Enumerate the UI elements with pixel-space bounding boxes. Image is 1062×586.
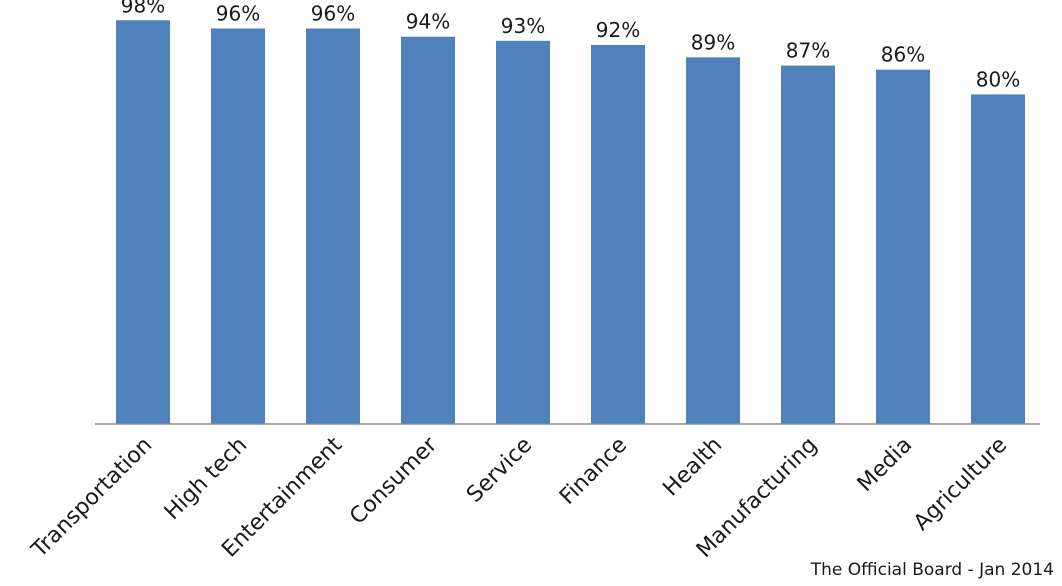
tick-label-consumer: Consumer [345, 432, 443, 530]
bar-health [686, 57, 740, 424]
value-label-high-tech: 96% [216, 1, 260, 25]
value-label-manufacturing: 87% [786, 39, 830, 63]
bar-entertainment [306, 28, 360, 424]
value-label-media: 86% [881, 43, 925, 67]
bars [116, 20, 1025, 425]
bar-consumer [401, 36, 455, 424]
bar-high-tech [211, 28, 265, 424]
tick-label-agriculture: Agriculture [909, 433, 1012, 536]
value-label-health: 89% [691, 30, 735, 54]
tick-label-finance: Finance [555, 433, 632, 510]
value-label-entertainment: 96% [311, 1, 355, 25]
value-label-service: 93% [501, 14, 545, 38]
tick-label-health: Health [658, 433, 727, 502]
bar-service [496, 40, 550, 425]
value-label-transportation: 98% [121, 0, 165, 17]
category-tick-labels: Transportation High techEntertainmentCons… [27, 432, 1013, 563]
tick-label-high-tech: High tech [160, 433, 252, 525]
value-label-agriculture: 80% [976, 67, 1020, 91]
value-label-finance: 92% [596, 18, 640, 42]
bar-manufacturing [781, 65, 835, 424]
tick-label-media: Media [853, 433, 917, 497]
source-note: The Official Board - Jan 2014 [810, 560, 1054, 580]
bar-transportation [116, 20, 170, 425]
tick-label-service: Service [462, 433, 537, 508]
bar-agriculture [971, 94, 1025, 425]
value-labels: 98% 96% 96% 94% 93% 92% 89% 87% 86% 80% [121, 0, 1020, 91]
value-label-consumer: 94% [406, 10, 450, 34]
tick-label-transportation: Transportation [27, 433, 158, 564]
bar-media [876, 69, 930, 425]
bar-finance [591, 44, 645, 425]
